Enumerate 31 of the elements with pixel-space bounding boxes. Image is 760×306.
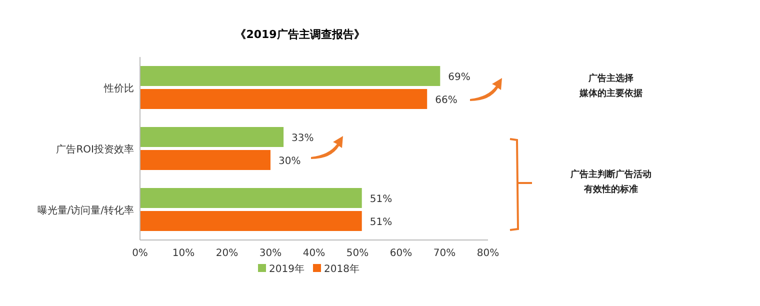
bar [140,188,362,208]
y-tick-label: 广告ROI投资效率 [56,144,134,156]
bar [140,127,284,147]
data-label: 51% [370,217,392,228]
text: 媒体的主要依据 [578,88,642,99]
text: 广告主选择 [588,73,634,84]
x-tick-label: 70% [433,248,456,259]
data-label: 33% [292,133,314,144]
chart-title: 《2019广告主调查报告》 [235,28,365,41]
x-tick-label: 50% [346,248,369,259]
x-tick-label: 20% [216,248,238,259]
bar [140,211,362,231]
text: 有效性的标准 [583,184,638,195]
x-tick-label: 40% [302,248,326,259]
data-label: 69% [448,72,470,83]
x-tick-label: 10% [172,248,195,259]
bar [140,150,270,170]
bar [140,66,440,86]
x-tick-label: 30% [259,248,282,259]
y-tick-label: 性价比 [103,82,134,94]
data-label: 66% [435,95,458,106]
y-tick-label: 曝光量/访问量/转化率 [37,204,134,216]
x-tick-label: 80% [476,248,500,259]
data-label: 51% [370,194,392,205]
text: 广告主判断广告活动 [570,169,652,180]
data-label: 30% [278,156,301,167]
legend-label: 2019年 [269,263,304,275]
x-tick-label: 0% [132,248,148,259]
bar [140,89,428,109]
legend-label: 2018年 [324,263,360,275]
x-tick-label: 60% [390,248,412,259]
